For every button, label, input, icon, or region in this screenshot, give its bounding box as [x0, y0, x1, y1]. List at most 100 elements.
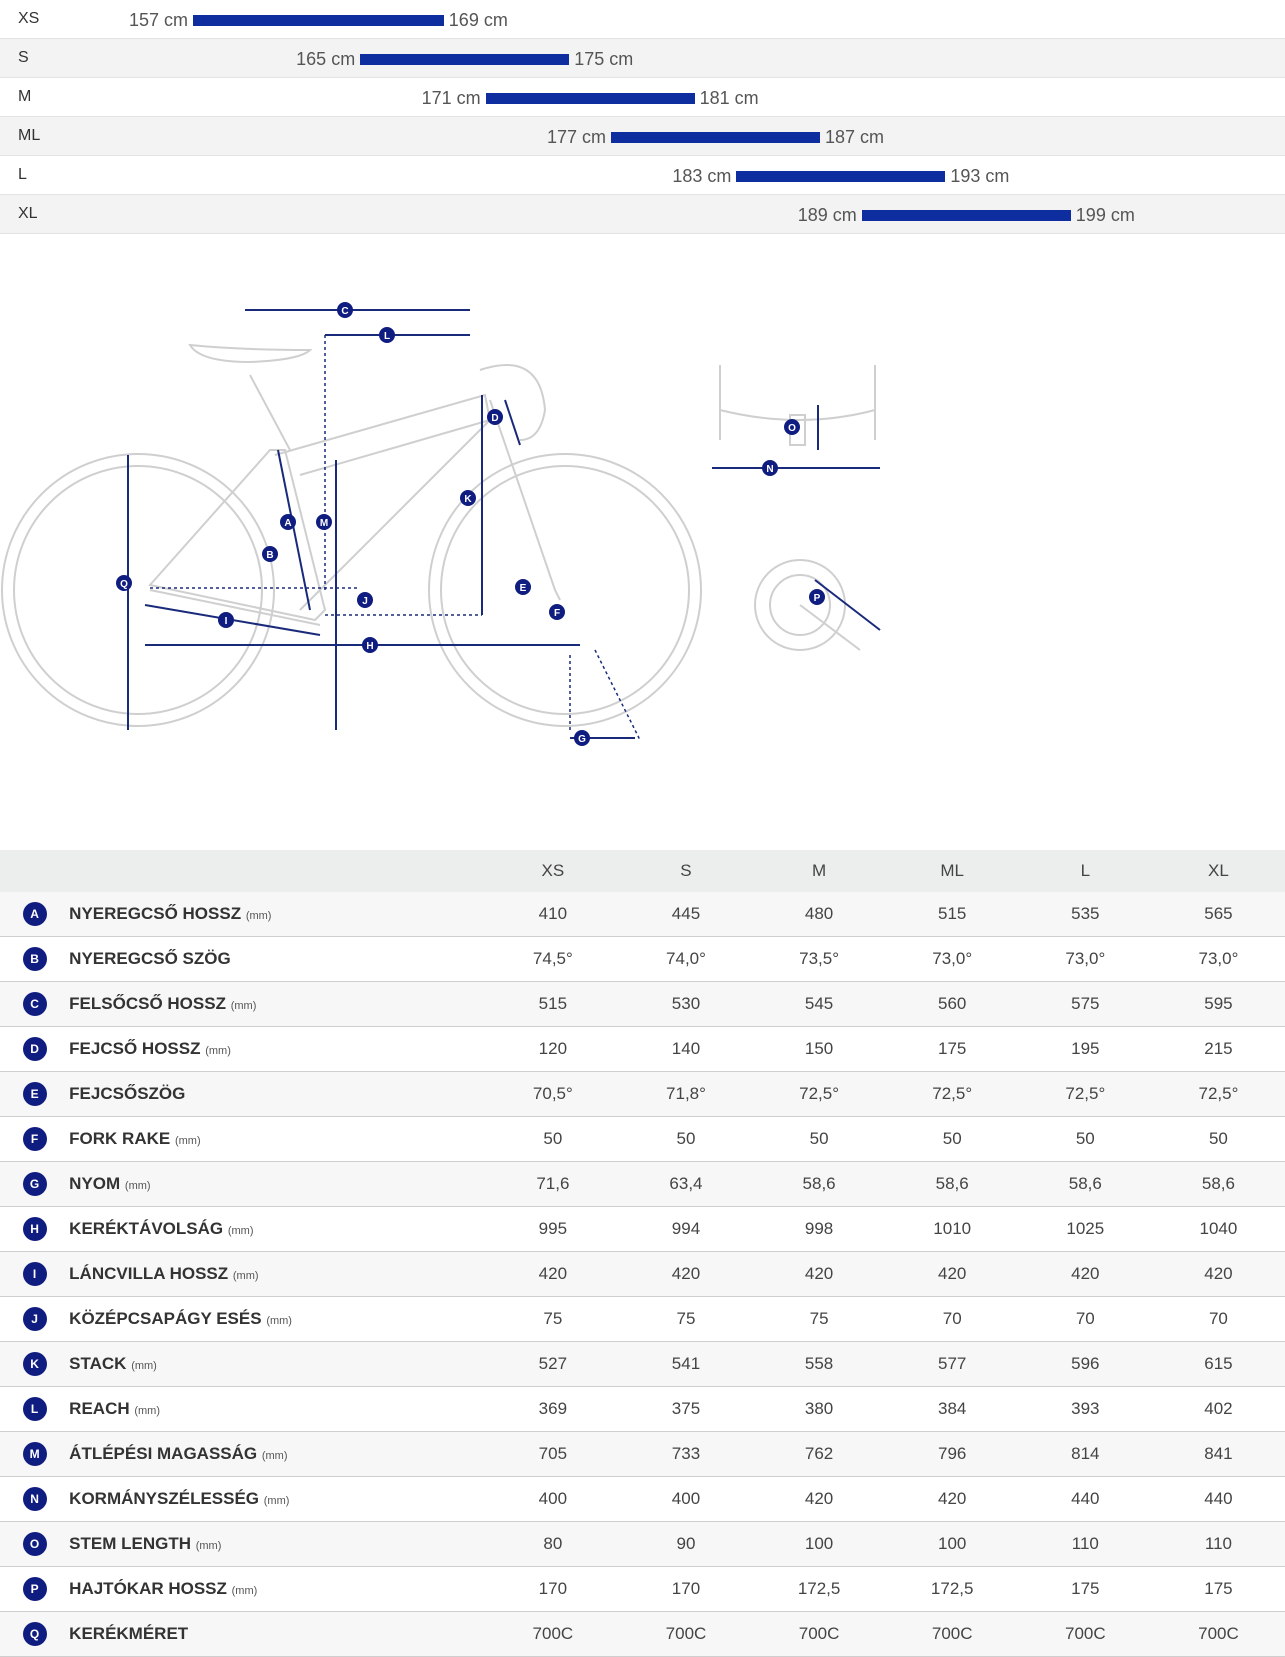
letter-badge: D — [22, 1037, 47, 1061]
value-cell: 58,6 — [752, 1161, 886, 1207]
size-label: M — [18, 88, 32, 105]
letter-badge: J — [22, 1307, 47, 1331]
range-max-label: 187 cm — [825, 127, 885, 147]
value-cell: 375 — [619, 1386, 753, 1432]
value-cell: 440 — [1018, 1476, 1152, 1522]
value-cell: 72,5° — [885, 1071, 1019, 1117]
value-cell: 700C — [619, 1611, 753, 1657]
diagram-badge-a — [280, 514, 296, 530]
value-cell: 72,5° — [1018, 1071, 1152, 1117]
diagram-badge-h — [362, 637, 378, 653]
row-label: FEJCSŐSZÖG — [69, 1071, 487, 1117]
range-bar — [611, 132, 820, 143]
row-label: NYEREGCSŐ SZÖG — [69, 936, 487, 982]
dim-p — [814, 579, 881, 631]
value-cell: 995 — [486, 1206, 620, 1252]
value-cell: 1010 — [885, 1206, 1019, 1252]
badge-cell: B — [0, 936, 70, 982]
unit-label: (mm) — [174, 1135, 201, 1147]
value-cell: 420 — [885, 1476, 1019, 1522]
table-row: D FEJCSŐ HOSSZ (mm) 120 140 150 175 195 215 — [0, 1026, 1285, 1072]
value-cell: 172,5 — [752, 1566, 886, 1612]
diagram-badge-label: B — [266, 550, 273, 561]
value-cell: 73,0° — [885, 936, 1019, 982]
value-cell: 70 — [885, 1296, 1019, 1342]
letter-badge: K — [22, 1352, 47, 1376]
value-cell: 480 — [752, 892, 886, 937]
rear-wheel-inner — [13, 465, 263, 715]
badge-cell: L — [0, 1386, 70, 1432]
value-cell: 700C — [486, 1611, 620, 1657]
value-cell: 700C — [752, 1611, 886, 1657]
diagram-badge-d — [487, 409, 503, 425]
value-cell: 170 — [619, 1566, 753, 1612]
table-row: K STACK (mm) 527 541 558 577 596 615 — [0, 1341, 1285, 1387]
value-cell: 998 — [752, 1206, 886, 1252]
value-cell: 545 — [752, 981, 886, 1027]
size-row: S 165 cm 175 cm — [0, 39, 1285, 78]
value-cell: 50 — [619, 1116, 753, 1162]
badge-cell: M — [0, 1431, 70, 1477]
table-row: L REACH (mm) 369 375 380 384 393 402 — [0, 1386, 1285, 1432]
value-cell: 530 — [619, 981, 753, 1027]
value-cell: 110 — [1018, 1521, 1152, 1567]
range-min-label: 157 cm — [128, 10, 188, 30]
unit-label: (mm) — [261, 1450, 288, 1462]
value-cell: 402 — [1151, 1386, 1285, 1432]
unit-label: (mm) — [231, 1585, 258, 1597]
range-min-label: 171 cm — [421, 88, 481, 108]
front-wheel-inner — [440, 465, 690, 715]
value-cell: 700C — [885, 1611, 1019, 1657]
geometry-table: XS S M ML L XL A NYEREGCSŐ HOSSZ (mm) 410 4… — [0, 850, 1285, 1657]
row-label: NYOM (mm) — [69, 1161, 487, 1207]
letter-badge: B — [22, 947, 47, 971]
diagram-badge-c — [337, 302, 353, 318]
letter-badge: G — [22, 1172, 47, 1196]
value-cell: 100 — [885, 1521, 1019, 1567]
value-cell: 615 — [1151, 1341, 1285, 1387]
range-max-label: 181 cm — [699, 88, 759, 108]
table-row: A NYEREGCSŐ HOSSZ (mm) 410 445 480 515 535 565 — [0, 892, 1285, 937]
table-row: J KÖZÉPCSAPÁGY ESÉS (mm) 75 75 75 70 70 70 — [0, 1296, 1285, 1342]
value-cell: 558 — [752, 1341, 886, 1387]
table-row: M ÁTLÉPÉSI MAGASSÁG (mm) 705 733 762 796 814 84… — [0, 1431, 1285, 1477]
header-label — [69, 850, 487, 892]
badge-cell: C — [0, 981, 70, 1027]
value-cell: 420 — [1151, 1251, 1285, 1297]
seat-tube — [249, 374, 291, 451]
value-cell: 796 — [885, 1431, 1019, 1477]
diagram-badge-label: E — [520, 583, 527, 594]
table-row: O STEM LENGTH (mm) 80 90 100 100 110 110 — [0, 1521, 1285, 1567]
range-bar — [736, 171, 946, 182]
row-label: REACH (mm) — [69, 1386, 487, 1432]
badge-cell: E — [0, 1071, 70, 1117]
row-label: LÁNCVILLA HOSSZ (mm) — [69, 1251, 487, 1297]
header-xl: XL — [1151, 850, 1285, 892]
chainring-inner — [769, 574, 831, 636]
unit-label: (mm) — [131, 1360, 157, 1372]
value-cell: 420 — [619, 1251, 753, 1297]
badge-cell: H — [0, 1206, 70, 1252]
table-row: C FELSŐCSŐ HOSSZ (mm) 515 530 545 560 575 595 — [0, 981, 1285, 1027]
value-cell: 541 — [619, 1341, 753, 1387]
range-bar — [360, 54, 570, 65]
top-tube — [274, 393, 492, 476]
size-label: S — [18, 49, 29, 66]
row-label: KORMÁNYSZÉLESSÉG (mm) — [69, 1476, 487, 1522]
range-min-label: 183 cm — [672, 166, 732, 186]
value-cell: 596 — [1018, 1341, 1152, 1387]
row-label: ÁTLÉPÉSI MAGASSÁG (mm) — [69, 1431, 487, 1477]
size-row: XL 189 cm 199 cm — [0, 195, 1285, 234]
unit-label: (mm) — [227, 1225, 254, 1237]
table-row: H KERÉKTÁVOLSÁG (mm) 995 994 998 1010 1025 1040 — [0, 1206, 1285, 1252]
letter-badge: C — [22, 992, 47, 1016]
saddle — [188, 343, 313, 364]
row-label: KÖZÉPCSAPÁGY ESÉS (mm) — [69, 1296, 487, 1342]
chainstay — [149, 589, 321, 626]
value-cell: 215 — [1151, 1026, 1285, 1072]
range-max-label: 193 cm — [950, 166, 1010, 186]
range-min-label: 177 cm — [546, 127, 606, 147]
diagram-badge-o — [784, 419, 800, 435]
value-cell: 73,0° — [1018, 936, 1152, 982]
diagram-badge-label: N — [766, 464, 773, 475]
